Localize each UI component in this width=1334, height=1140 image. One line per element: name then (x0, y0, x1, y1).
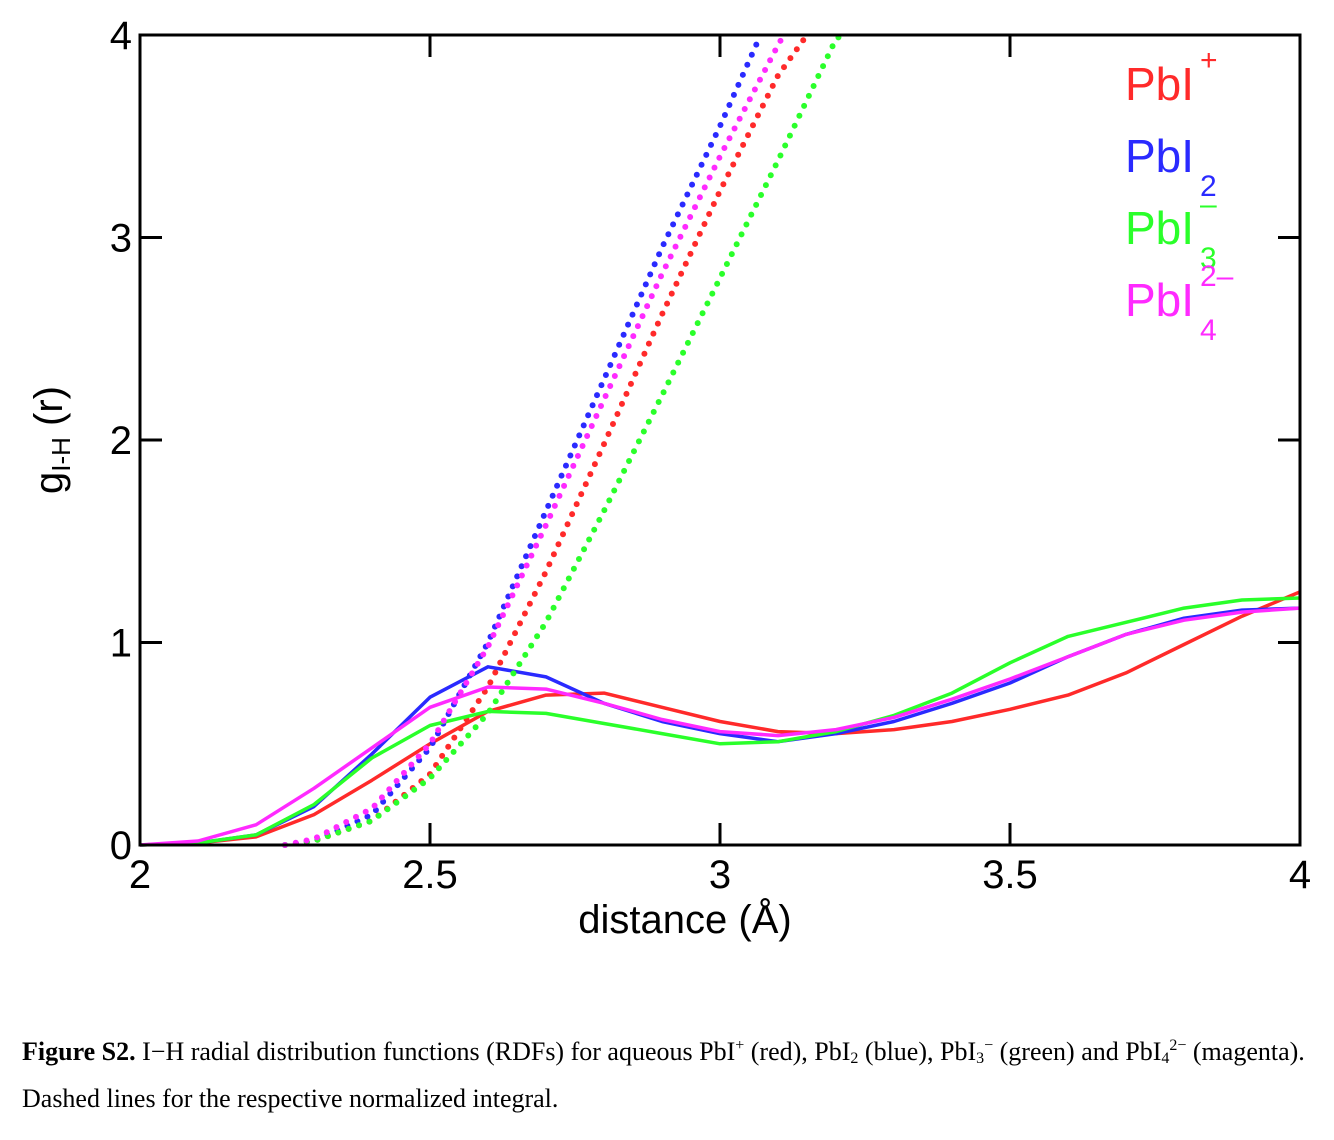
legend-label-3: PbI (1125, 202, 1194, 254)
legend-label-4: PbI (1125, 274, 1194, 326)
legend-label-2: PbI (1125, 130, 1194, 182)
caption-text-1: I−H radial distribution functions (RDFs)… (135, 1037, 736, 1066)
x-tick-label-5: 4 (1289, 853, 1311, 897)
caption-sub-3: 3 (976, 1050, 985, 1067)
legend-entry-3: PbI – 3 (1125, 188, 1217, 275)
svg-text:gI-H (r): gI-H (r) (27, 386, 76, 494)
legend-sup-4: 2– (1200, 260, 1234, 293)
legend-sup-3: – (1200, 188, 1217, 221)
legend-label-1: PbI (1125, 58, 1194, 110)
legend-sub-2: 2 (1200, 170, 1217, 203)
legend-entry-1: PbI + (1125, 44, 1218, 110)
legend-sub-3: 3 (1200, 242, 1217, 275)
caption-text-2: (red), PbI (744, 1037, 851, 1066)
y-tick-label-3: 2 (110, 419, 132, 463)
caption-text-5: (magenta). Dashed lines for the respecti… (22, 1037, 1305, 1113)
rdf-line-2 (139, 606, 1301, 847)
rdf-line-4 (139, 606, 1301, 847)
x-tick-label-4: 3.5 (982, 853, 1038, 897)
x-tick-label-1: 2 (129, 853, 151, 897)
rdf-line-1 (139, 590, 1301, 847)
caption-label: Figure S2. (22, 1037, 136, 1066)
caption-sup-4: 2− (1169, 1037, 1187, 1054)
legend-entry-4: PbI 2– 4 (1125, 260, 1234, 347)
y-axis-label-main: g (27, 472, 71, 494)
legend-sub-4: 4 (1200, 314, 1217, 347)
integral-line-2 (282, 32, 764, 848)
integral-line-1 (282, 32, 810, 848)
y-tick-label-4: 3 (110, 217, 132, 261)
rdf-chart: 2 2.5 3 3.5 4 0 1 2 3 4 distance (Å) gI-H (r) PbI… (27, 14, 1311, 942)
ticks-layer: 2 2.5 3 3.5 4 0 1 2 3 4 (110, 14, 1311, 897)
rdf-line-3 (139, 596, 1301, 847)
integral-line-3 (282, 32, 845, 848)
caption-text-3: (blue), PbI (858, 1037, 977, 1066)
y-axis-label-sub: I-H (46, 437, 76, 472)
legend-entry-2: PbI2 (1125, 130, 1217, 203)
series-layer (139, 32, 1301, 848)
y-axis-label-suffix: (r) (27, 386, 71, 437)
y-tick-label-1: 0 (110, 824, 132, 868)
y-axis-label: gI-H (r) (27, 386, 76, 494)
figure-caption: Figure S2. I−H radial distribution funct… (22, 1028, 1322, 1122)
x-tick-label-3: 3 (709, 853, 731, 897)
caption-sub-2: 2 (850, 1050, 859, 1067)
caption-text-4: (green) and PbI (993, 1037, 1162, 1066)
x-axis-label: distance (Å) (578, 897, 791, 942)
x-tick-label-2: 2.5 (402, 853, 458, 897)
y-tick-label-5: 4 (110, 14, 132, 58)
legend-sup-1: + (1200, 44, 1218, 77)
caption-sup-3: − (984, 1037, 994, 1054)
caption-sub-4: 4 (1161, 1050, 1170, 1067)
caption-sup-1: + (735, 1037, 745, 1054)
y-tick-label-2: 1 (110, 622, 132, 666)
integral-line-4 (282, 32, 787, 848)
